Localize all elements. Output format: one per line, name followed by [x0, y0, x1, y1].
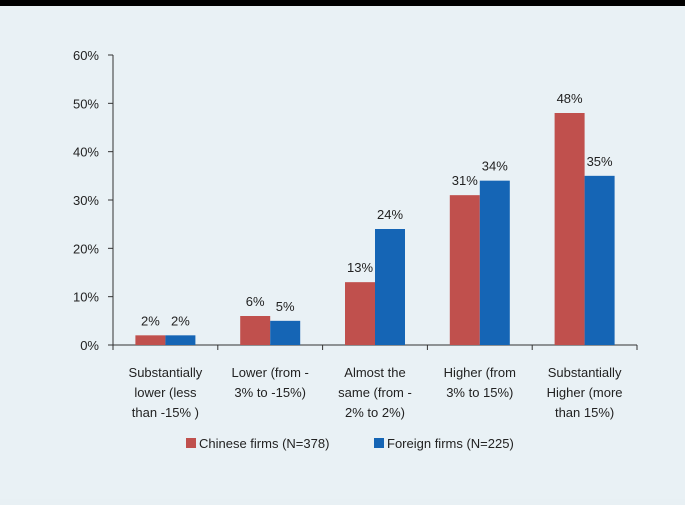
bar: [345, 282, 375, 345]
legend-label: Foreign firms (N=225): [387, 436, 514, 451]
bar-chart: 0% 10% 20% 30% 40% 50% 60% 2% 2% Substantially low…: [73, 48, 638, 451]
category-label: Substantially Higher (more than 15%): [547, 365, 623, 420]
data-label: 24%: [377, 207, 403, 222]
y-tick-label: 60%: [73, 48, 99, 63]
data-label: 48%: [557, 91, 583, 106]
bar: [375, 229, 405, 345]
data-label: 34%: [482, 159, 508, 174]
bar: [449, 195, 480, 345]
bar: [240, 316, 271, 345]
bar: [135, 335, 166, 345]
legend-label: Chinese firms (N=378): [199, 436, 329, 451]
category-label: Lower (from -3% to -15%): [232, 365, 309, 400]
bar: [165, 335, 196, 345]
bar: [584, 175, 615, 345]
data-label: 5%: [276, 299, 295, 314]
y-tick-label: 30%: [73, 193, 99, 208]
category-label: Higher (from 3% to 15%): [444, 365, 516, 400]
category-label: Almost the same (from -2% to 2%): [338, 365, 412, 420]
bar: [270, 320, 301, 345]
bar: [479, 180, 510, 345]
data-label: 2%: [141, 313, 160, 328]
y-tick-label: 20%: [73, 241, 99, 256]
data-label: 6%: [246, 294, 265, 309]
data-label: 13%: [347, 260, 373, 275]
legend-swatch: [186, 438, 196, 448]
y-tick-label: 0%: [80, 338, 99, 353]
bar: [554, 113, 585, 345]
data-label: 2%: [171, 313, 190, 328]
category-label: Substantially lower (less than -15% ): [129, 365, 203, 420]
legend-swatch: [374, 438, 384, 448]
data-label: 35%: [587, 154, 613, 169]
y-tick-label: 10%: [73, 290, 99, 305]
y-tick-label: 40%: [73, 145, 99, 160]
y-tick-label: 50%: [73, 96, 99, 111]
data-label: 31%: [452, 173, 478, 188]
